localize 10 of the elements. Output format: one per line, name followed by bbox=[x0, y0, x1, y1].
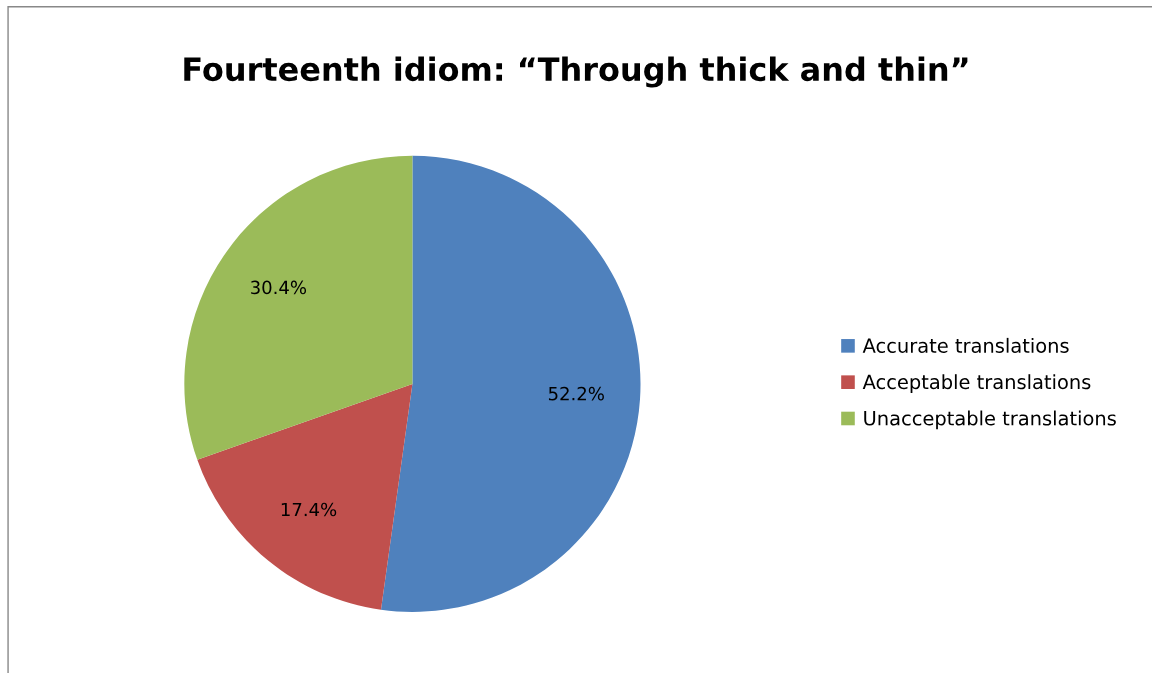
data-label: 30.4% bbox=[251, 280, 307, 295]
pie-slice bbox=[197, 383, 413, 610]
legend-label: Unacceptable translations bbox=[864, 410, 1116, 430]
pie-slice bbox=[184, 155, 413, 460]
data-label: 52.2% bbox=[548, 386, 604, 401]
pie-slice bbox=[380, 155, 641, 612]
data-label: 17.4% bbox=[281, 502, 337, 517]
legend-label: Acceptable translations bbox=[862, 374, 1091, 394]
chart-title: Fourteenth idiom: “Through thick and thin” bbox=[184, 56, 968, 88]
legend-label: Accurate translations bbox=[862, 337, 1069, 353]
